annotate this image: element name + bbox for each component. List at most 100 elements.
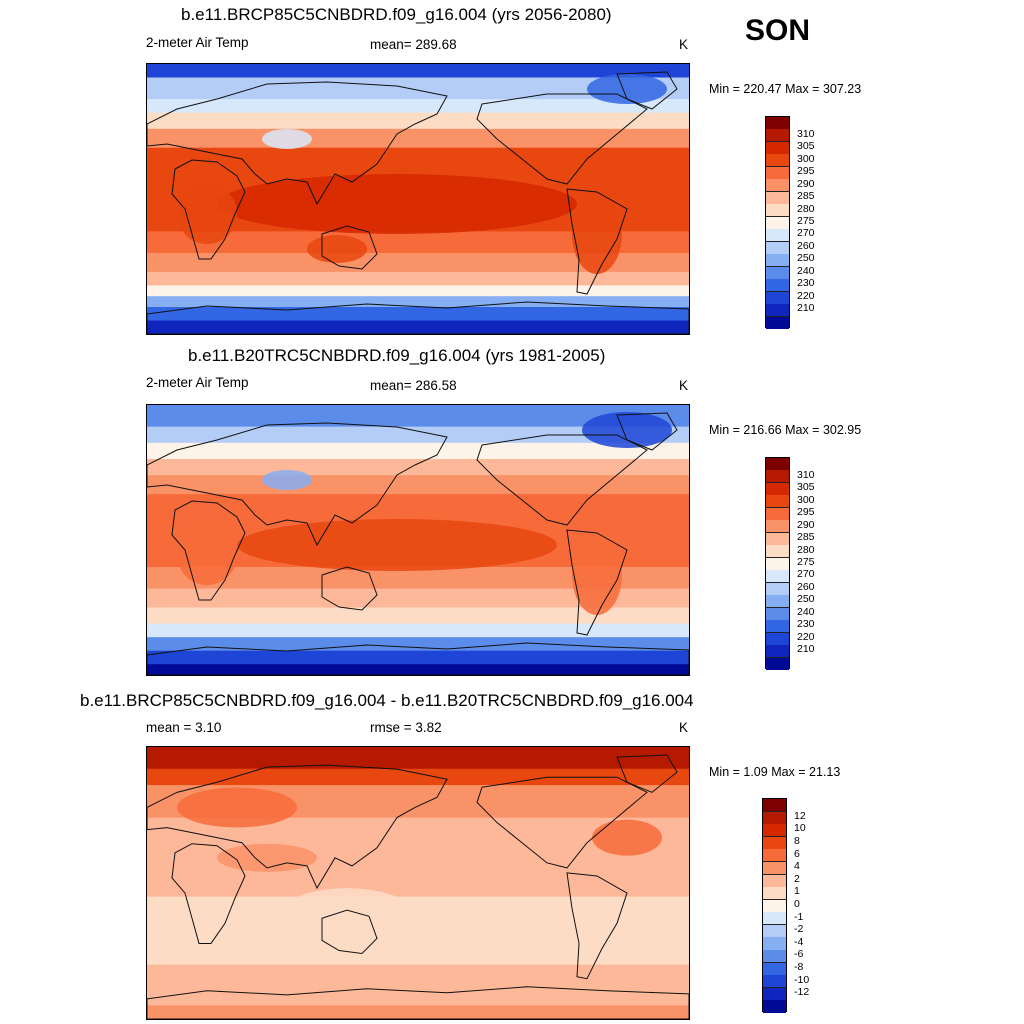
temperature-band — [147, 112, 689, 130]
coastline-australia — [322, 226, 377, 269]
colorbar-label: -1 — [794, 910, 804, 923]
panel-1-map — [146, 63, 690, 335]
coastline-eurasia — [147, 765, 447, 888]
panel-3-map-svg — [147, 747, 689, 1019]
coastlines — [147, 72, 689, 334]
colorbar-label: 280 — [797, 202, 815, 215]
colorbar-label: -2 — [794, 923, 804, 936]
colorbar-label: 220 — [797, 289, 815, 302]
colorbar-label: 285 — [797, 190, 815, 203]
colorbar-label: 12 — [794, 809, 806, 822]
colorbar-bin — [766, 191, 789, 205]
colorbar-label: 0 — [794, 898, 800, 910]
temperature-region — [237, 519, 557, 571]
panel-1-mean-label: mean= 289.68 — [370, 37, 457, 52]
coastline-namerica — [477, 777, 647, 868]
panel-3-units: K — [679, 720, 689, 735]
colorbar-bin — [766, 166, 789, 180]
colorbar-label: 310 — [797, 127, 815, 140]
colorbar-bin — [766, 657, 789, 671]
colorbar-label: 230 — [797, 277, 815, 290]
colorbar-bin — [766, 241, 789, 255]
panel-1-variable-label: 2-meter Air Temp — [146, 35, 249, 50]
coastlines — [147, 755, 689, 1019]
temperature-region — [592, 819, 662, 856]
coastline-samerica — [567, 530, 627, 635]
panel-2-variable-label: 2-meter Air Temp — [146, 375, 249, 390]
panel-2-title: b.e11.B20TRC5CNBDRD.f09_g16.004 (yrs 198… — [188, 346, 606, 365]
temperature-region — [572, 535, 622, 615]
coastline-antarctica — [147, 643, 689, 675]
colorbar-label: -4 — [794, 935, 804, 948]
colorbar-label: -12 — [794, 986, 810, 999]
colorbar-bin — [763, 962, 786, 976]
panel-2-minmax: Min = 216.66 Max = 302.95 — [709, 423, 862, 437]
temperature-region — [177, 184, 237, 244]
colorbar-bin — [766, 129, 789, 143]
colorbar-label: 4 — [794, 860, 800, 873]
colorbar-label: 270 — [797, 227, 815, 240]
panel-3-map — [146, 746, 690, 1020]
panel-2-mean-label: mean= 286.58 — [370, 378, 457, 393]
panel-2-map-svg — [147, 405, 689, 675]
coastline-namerica — [477, 435, 647, 525]
colorbar-bin — [766, 532, 789, 546]
colorbar-bin — [766, 316, 789, 330]
colorbar-bin — [763, 987, 786, 1001]
colorbar-bin — [766, 266, 789, 280]
temperature-band — [147, 442, 689, 460]
colorbar-bin — [763, 799, 786, 813]
temperature-band — [147, 747, 689, 770]
colorbar-bin — [766, 607, 789, 621]
colorbar-bin — [766, 595, 789, 609]
temperature-band — [147, 459, 689, 477]
panel-3-colorbar: 12 10 8 6 4 2 1 0 -1 -2 -4 -6 -8 -10 -12 — [762, 798, 842, 1014]
coastline-antarctica — [147, 987, 689, 1019]
colorbar-bin — [766, 507, 789, 521]
temperature-band — [147, 296, 689, 308]
panel-1-minmax: Min = 220.47 Max = 307.23 — [709, 82, 862, 96]
colorbar-label: 6 — [794, 847, 800, 860]
temperature-region — [587, 74, 667, 104]
coastline-antarctica — [147, 302, 689, 334]
coastline-eurasia — [147, 423, 447, 545]
colorbar-label: 290 — [797, 177, 815, 190]
colorbar-label: 300 — [797, 152, 815, 165]
colorbar-bin — [766, 117, 789, 130]
colorbar-bin — [766, 204, 789, 218]
colorbar-bin — [766, 154, 789, 168]
season-label: SON — [745, 14, 811, 47]
temperature-band — [147, 307, 689, 322]
colorbar-label: -6 — [794, 948, 804, 961]
colorbar-label: 220 — [797, 630, 815, 643]
colorbar-bin — [763, 861, 786, 876]
colorbar-label: 250 — [797, 593, 815, 606]
coastline-greenland — [617, 755, 677, 792]
colorbar-bin — [766, 304, 789, 318]
temperature-region — [262, 129, 312, 149]
panel-1-units: K — [679, 37, 689, 52]
colorbar-label: 300 — [797, 493, 815, 506]
temperature-band — [147, 567, 689, 590]
colorbar-label: 240 — [797, 605, 815, 618]
temperature-band — [147, 99, 689, 114]
colorbar-bin — [763, 874, 786, 888]
coastline-greenland — [617, 72, 677, 109]
temperature-band — [147, 128, 689, 149]
temperature-region — [177, 525, 237, 585]
colorbar-label: 10 — [794, 822, 806, 835]
colorbar-label: 260 — [797, 580, 815, 593]
temperature-region — [217, 174, 577, 234]
colorbar-bin — [763, 824, 786, 838]
colorbar-bin — [763, 937, 786, 951]
colorbar-bin — [763, 924, 786, 938]
temperature-band — [147, 664, 689, 675]
colorbar-label: 295 — [797, 506, 815, 519]
temperature-band — [147, 285, 689, 298]
temperature-region — [572, 194, 622, 274]
colorbar-label: 290 — [797, 518, 815, 531]
temperature-band — [147, 650, 689, 666]
colorbar-bin — [766, 482, 789, 496]
colorbar-bin — [763, 950, 786, 964]
coastline-africa — [172, 844, 245, 944]
